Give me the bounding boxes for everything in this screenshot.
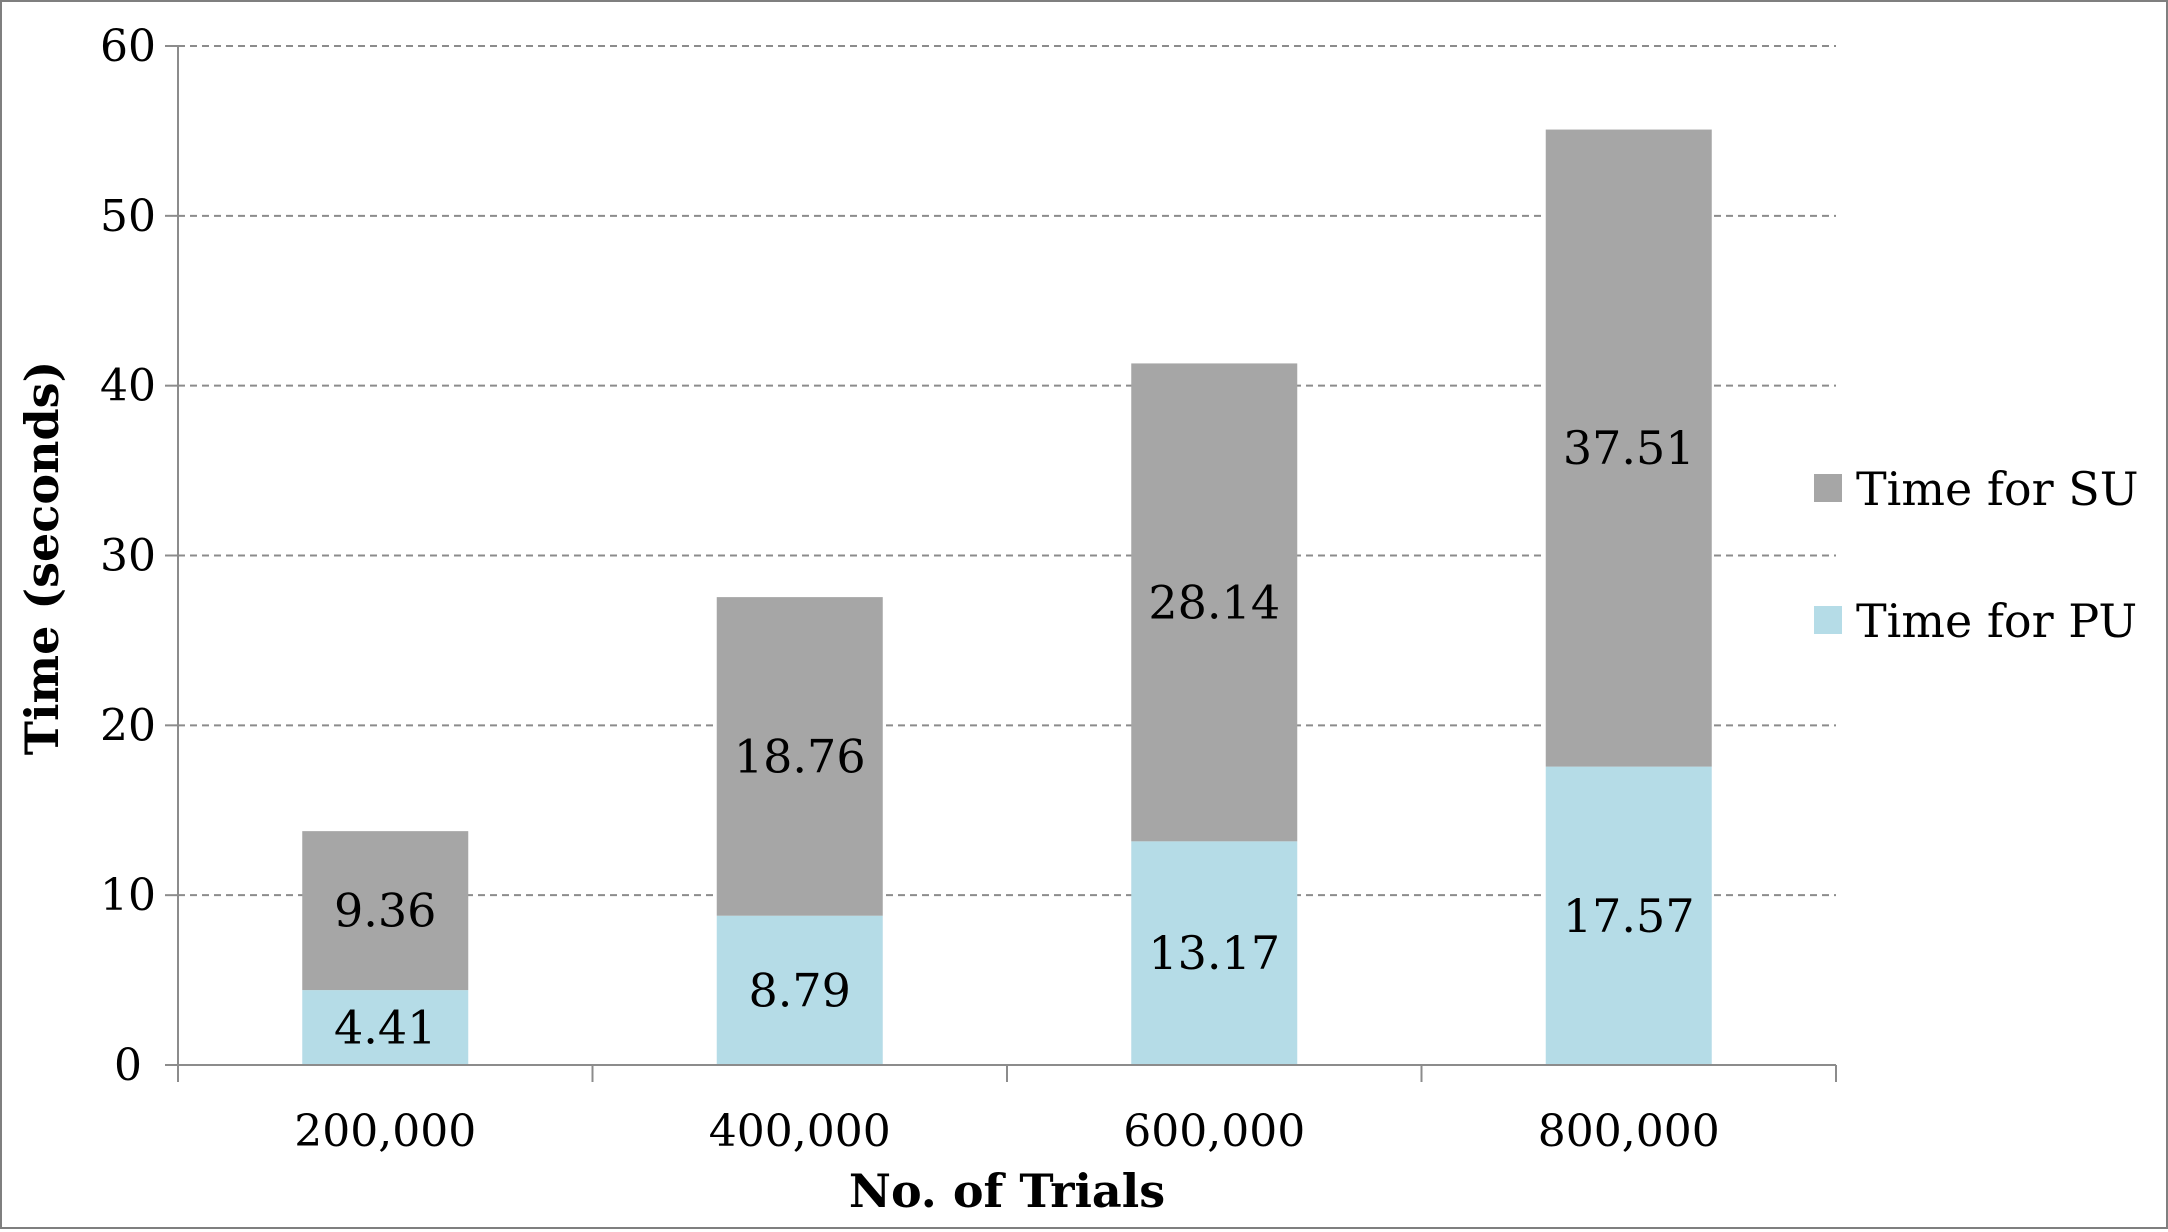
x-tick-label-3: 800,000 xyxy=(1538,1106,1720,1157)
data-label-su-0: 9.36 xyxy=(334,884,436,938)
x-tick-label-0: 200,000 xyxy=(294,1106,476,1157)
y-tick-label-50: 50 xyxy=(100,191,156,242)
legend-swatch-pu xyxy=(1814,606,1842,634)
bar-pu-3 xyxy=(1545,766,1712,1065)
bar-pu-0 xyxy=(302,990,469,1065)
axes: 0 10 20 30 40 50 60 200,000 400,000 600,000 800,00… xyxy=(100,21,1837,1157)
bar-su-3 xyxy=(1545,129,1712,767)
data-label-pu-1: 8.79 xyxy=(749,963,851,1017)
legend-label-pu: Time for PU xyxy=(1856,594,2137,648)
data-label-su-3: 37.51 xyxy=(1563,421,1695,475)
bars xyxy=(302,129,1712,1065)
y-tick-label-30: 30 xyxy=(100,531,156,582)
y-tick-label-10: 10 xyxy=(100,870,156,921)
legend-label-su: Time for SU xyxy=(1856,462,2138,516)
data-label-pu-2: 13.17 xyxy=(1148,926,1280,980)
y-tick-label-40: 40 xyxy=(100,361,156,412)
y-tick-label-60: 60 xyxy=(100,21,156,72)
data-label-pu-0: 4.41 xyxy=(334,1001,436,1055)
x-tick-label-2: 600,000 xyxy=(1123,1106,1305,1157)
bar-pu-2 xyxy=(1131,841,1298,1065)
x-tick-label-1: 400,000 xyxy=(709,1106,891,1157)
data-labels: 4.41 9.36 8.79 18.76 13.17 28.14 17.57 37.51 xyxy=(334,421,1695,1054)
x-axis-title: No. of Trials xyxy=(849,1164,1165,1218)
bar-su-0 xyxy=(302,831,469,991)
data-label-su-2: 28.14 xyxy=(1148,575,1280,629)
data-label-pu-3: 17.57 xyxy=(1563,889,1695,943)
bar-su-2 xyxy=(1131,363,1298,842)
legend: Time for SU Time for PU xyxy=(1814,462,2138,648)
y-axis-title: Time (seconds) xyxy=(15,361,69,756)
bar-pu-1 xyxy=(716,915,883,1065)
y-tick-label-0: 0 xyxy=(114,1040,142,1091)
y-tick-label-20: 20 xyxy=(100,700,156,751)
legend-swatch-su xyxy=(1814,474,1842,502)
data-label-su-1: 18.76 xyxy=(734,729,866,783)
bar-su-1 xyxy=(716,597,883,916)
